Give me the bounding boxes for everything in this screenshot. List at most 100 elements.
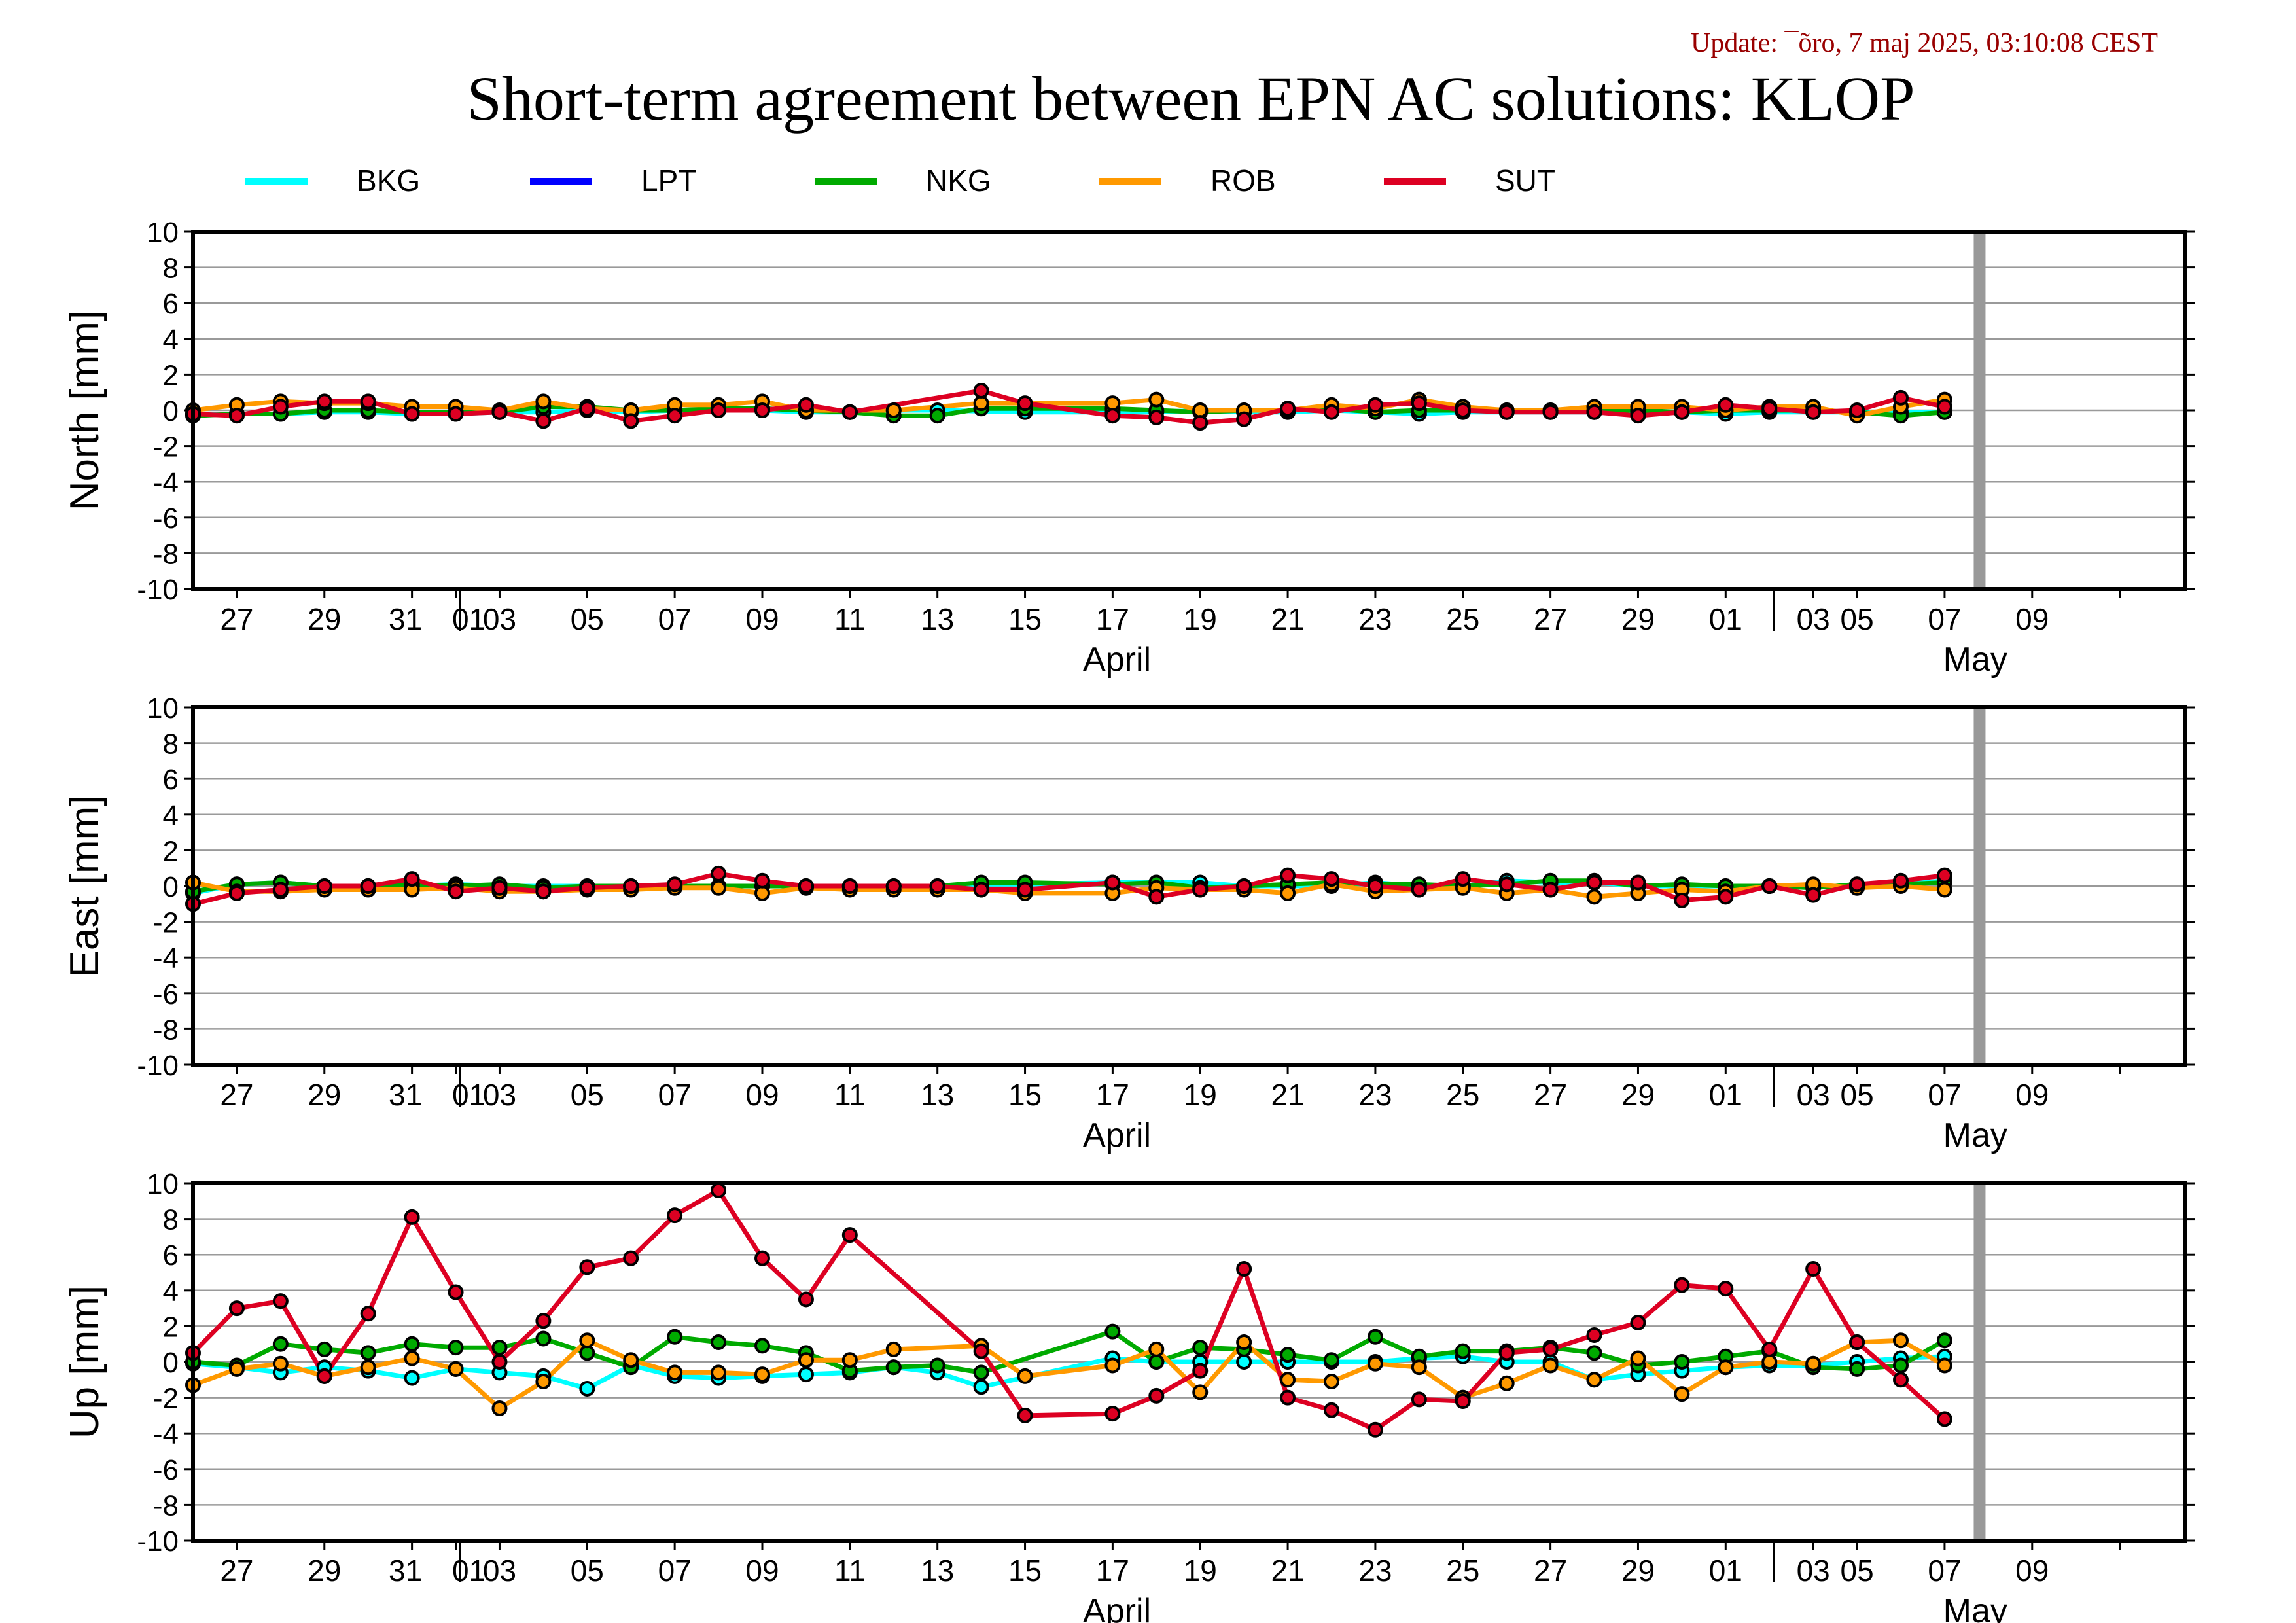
data-point-rob [1674,1386,1690,1402]
x-tick-label: 09 [2015,602,2049,636]
data-point-rob [1411,1359,1427,1376]
data-point-sut [1017,882,1033,898]
data-point-rob [754,885,770,901]
data-point-sut [1586,874,1602,891]
y-tick-label: -2 [153,431,179,463]
data-point-sut [1718,1281,1734,1297]
data-point-sut [448,883,464,900]
x-tick-label: 27 [1534,602,1567,636]
data-point-sut [1936,399,1952,415]
x-tick-label: 23 [1358,1554,1392,1588]
x-tick-label: 09 [2015,1554,2049,1588]
y-tick-label: 8 [163,1204,179,1236]
data-point-nkg [1367,1329,1383,1345]
data-point-rob [711,880,727,896]
x-tick-label: 27 [1534,1078,1567,1112]
plot-frame [191,705,2187,1067]
data-point-rob [228,1361,245,1377]
plot-frame [191,230,2187,591]
x-tick-label: 03 [1797,1078,1830,1112]
data-point-sut [973,1343,989,1359]
data-point-nkg [1192,1340,1209,1356]
data-point-sut [228,885,245,901]
y-tick-label: -4 [153,1418,179,1450]
data-point-rob [535,1374,552,1390]
y-tick-label: 6 [163,288,179,320]
data-point-sut [623,413,639,429]
data-point-nkg [1893,1357,1909,1374]
y-tick-label: 10 [147,1168,179,1200]
x-tick-label: 21 [1271,1554,1304,1588]
x-tick-label: 03 [483,1078,516,1112]
data-point-sut [404,406,420,422]
x-tick-label: 17 [1096,1554,1129,1588]
x-tick-label: 09 [2015,1078,2049,1112]
data-point-bkg [973,1379,989,1395]
y-tick-label: 2 [163,835,179,867]
x-tick-label: 05 [1840,1078,1873,1112]
x-tick-label: 07 [1928,602,1961,636]
data-point-rob [535,393,552,410]
data-point-rob [667,1364,683,1381]
data-point-sut [1936,867,1952,883]
series-line-sut [191,1188,1947,1433]
data-point-nkg [1104,1323,1121,1340]
data-point-rob [1148,1341,1165,1357]
data-point-sut [1542,404,1559,420]
y-axis-label: East [mm] [62,794,107,977]
data-point-rob [404,1350,420,1366]
y-tick-label: 0 [163,1347,179,1379]
data-point-sut [228,1300,245,1317]
data-point-rob [491,1400,508,1416]
data-point-sut [667,1207,683,1224]
x-tick-label: 03 [483,602,516,636]
data-point-rob [1718,1359,1734,1376]
data-point-rob [1192,1384,1209,1400]
y-tick-label: -8 [153,538,179,570]
data-point-sut [1761,878,1778,894]
data-point-sut [754,872,770,889]
data-point-sut [711,865,727,882]
data-point-sut [973,382,989,399]
x-tick-label: 31 [389,1554,422,1588]
data-point-sut [1104,1406,1121,1422]
data-point-nkg [973,1364,989,1381]
y-tick-label: -10 [137,574,179,606]
data-point-sut [754,402,770,418]
data-point-sut [929,878,945,894]
x-tick-label: 11 [834,1078,866,1112]
x-tick-label: 21 [1271,602,1304,636]
data-point-nkg [1455,1343,1471,1359]
x-tick-label: 25 [1446,1078,1479,1112]
data-point-sut [448,1284,464,1300]
data-point-sut [579,880,595,896]
y-tick-label: -4 [153,942,179,974]
x-tick-label: 27 [220,602,253,636]
y-tick-label: 10 [147,217,179,249]
data-point-rob [1761,1354,1778,1370]
data-point-sut [1455,402,1471,418]
y-tick-label: 4 [163,324,179,356]
x-tick-label: 19 [1184,1078,1217,1112]
data-point-nkg [1849,1361,1865,1377]
data-point-sut [1761,1341,1778,1357]
x-tick-label: 15 [1008,602,1042,636]
data-point-rob [1498,1375,1515,1391]
data-point-sut [1148,889,1165,905]
data-point-sut [316,878,332,894]
month-label: May [1943,641,2007,679]
series-line-sut [192,871,1945,906]
data-point-sut [1718,397,1734,413]
data-point-sut [1280,867,1296,883]
data-point-sut [711,1182,727,1198]
data-point-sut [667,876,683,893]
data-point-sut [623,878,639,894]
data-point-nkg [929,1357,945,1374]
data-point-sut [1893,1372,1909,1388]
data-point-nkg [885,1359,902,1376]
data-point-rob [1630,1350,1646,1366]
data-point-sut [316,393,332,410]
